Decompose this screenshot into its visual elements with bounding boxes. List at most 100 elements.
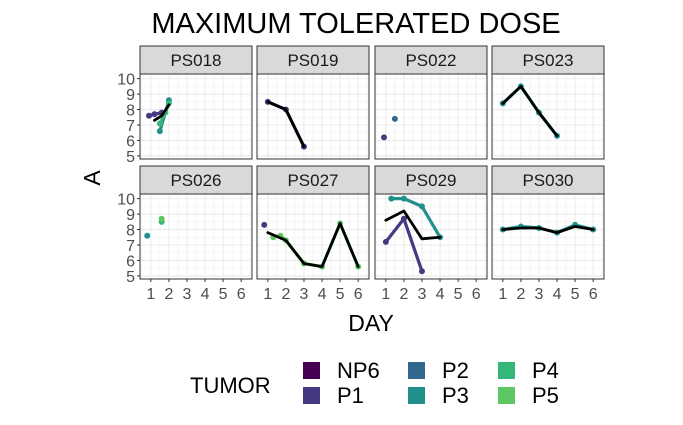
- legend-label: P1: [337, 383, 364, 408]
- facet-strip-label: PS027: [287, 171, 338, 190]
- x-tick-label: 3: [418, 286, 427, 303]
- facet-strip-label: PS018: [170, 51, 221, 70]
- legend-title: TUMOR: [190, 373, 271, 398]
- y-tick-label: 10: [117, 192, 135, 209]
- x-tick-label: 4: [436, 286, 445, 303]
- legend-item-p2: P2: [408, 358, 469, 383]
- x-tick-label: 6: [354, 286, 363, 303]
- y-axis-title: A: [79, 170, 105, 186]
- legend-label: P5: [532, 383, 559, 408]
- panel-border: [256, 193, 370, 280]
- chart-title: MAXIMUM TOLERATED DOSE: [151, 8, 560, 40]
- facet-strip-label: PS029: [405, 171, 456, 190]
- data-point-p3: [418, 203, 425, 210]
- x-tick-label: 6: [589, 286, 598, 303]
- panel-border: [374, 193, 488, 280]
- data-point-p1: [418, 268, 425, 275]
- mean-line: [266, 221, 360, 269]
- x-tick-label: 5: [571, 286, 580, 303]
- x-tick-label: 5: [336, 286, 345, 303]
- y-tick-label: 10: [117, 72, 135, 89]
- y-tick-label: 7: [126, 118, 135, 135]
- x-tick-label: 5: [454, 286, 463, 303]
- y-tick-label: 7: [126, 238, 135, 255]
- legend-swatch: [303, 387, 320, 404]
- mean-line: [153, 103, 171, 122]
- facet-ps022: PS022: [374, 45, 488, 160]
- facet-ps019: PS019: [256, 45, 370, 160]
- x-tick-label: 2: [399, 286, 408, 303]
- x-tick-label: 6: [237, 286, 246, 303]
- data-point-p3: [156, 128, 163, 135]
- mean-line: [501, 225, 595, 235]
- facet-strip-label: PS026: [170, 171, 221, 190]
- panel-border: [139, 193, 253, 280]
- x-tick-label: 1: [263, 286, 272, 303]
- facet-strip: [374, 45, 488, 75]
- panel-border: [256, 73, 370, 160]
- y-tick-label: 9: [126, 87, 135, 104]
- data-point-p2: [391, 115, 398, 122]
- mean-line: [266, 100, 306, 149]
- mean-line: [501, 84, 559, 138]
- facet-strip-label: PS030: [522, 171, 573, 190]
- x-tick-label: 2: [516, 286, 525, 303]
- y-tick-label: 5: [126, 149, 135, 166]
- data-point-p3: [144, 232, 151, 239]
- facet-strip: [491, 45, 605, 75]
- facet-strip-label: PS023: [522, 51, 573, 70]
- y-tick-label: 5: [126, 269, 135, 286]
- series-line-p3: [389, 197, 442, 239]
- legend-label: NP6: [337, 358, 380, 383]
- x-tick-label: 4: [201, 286, 210, 303]
- legend-item-np6: NP6: [303, 358, 380, 383]
- data-point-p1: [381, 134, 388, 141]
- legend-swatch: [303, 362, 320, 379]
- x-tick-label: 3: [183, 286, 192, 303]
- legend-swatch: [498, 387, 515, 404]
- x-tick-label: 5: [219, 286, 228, 303]
- data-point-p4: [156, 120, 163, 127]
- x-tick-label: 2: [164, 286, 173, 303]
- legend-label: P3: [442, 383, 469, 408]
- x-tick-label: 3: [300, 286, 309, 303]
- data-point-p3: [400, 195, 407, 202]
- legend-item-p3: P3: [408, 383, 469, 408]
- legend-item-p4: P4: [498, 358, 559, 383]
- facet-ps027: PS027 1 2 3 4 5 6: [256, 165, 370, 303]
- panel-border: [374, 73, 488, 160]
- legend-swatch: [408, 387, 425, 404]
- y-tick-label: 8: [126, 103, 135, 120]
- legend-label: P2: [442, 358, 469, 383]
- facet-strip: [256, 45, 370, 75]
- x-tick-label: 1: [498, 286, 507, 303]
- x-tick-label: 3: [535, 286, 544, 303]
- panel-border: [491, 73, 605, 160]
- y-tick-label: 6: [126, 253, 135, 270]
- facet-strip-label: PS019: [287, 51, 338, 70]
- y-tick-label: 8: [126, 223, 135, 240]
- facet-ps023: PS023: [491, 45, 605, 160]
- facet-strip-label: PS022: [405, 51, 456, 70]
- x-axis-title: DAY: [348, 310, 394, 336]
- facet-strip: [256, 165, 370, 195]
- data-point-p5: [158, 215, 165, 222]
- legend-swatch: [408, 362, 425, 379]
- x-tick-label: 4: [553, 286, 562, 303]
- data-point-p1: [151, 111, 158, 118]
- data-point-p3: [388, 195, 395, 202]
- legend-item-p1: P1: [303, 383, 364, 408]
- y-tick-label: 9: [126, 207, 135, 224]
- legend-item-p5: P5: [498, 383, 559, 408]
- facet-strip: [139, 45, 253, 75]
- data-point-p1: [382, 238, 389, 245]
- x-tick-label: 2: [281, 286, 290, 303]
- facet-ps030: PS030 1 2 3 4 5 6: [491, 165, 605, 303]
- data-point-p1: [400, 215, 407, 222]
- y-tick-label: 6: [126, 133, 135, 150]
